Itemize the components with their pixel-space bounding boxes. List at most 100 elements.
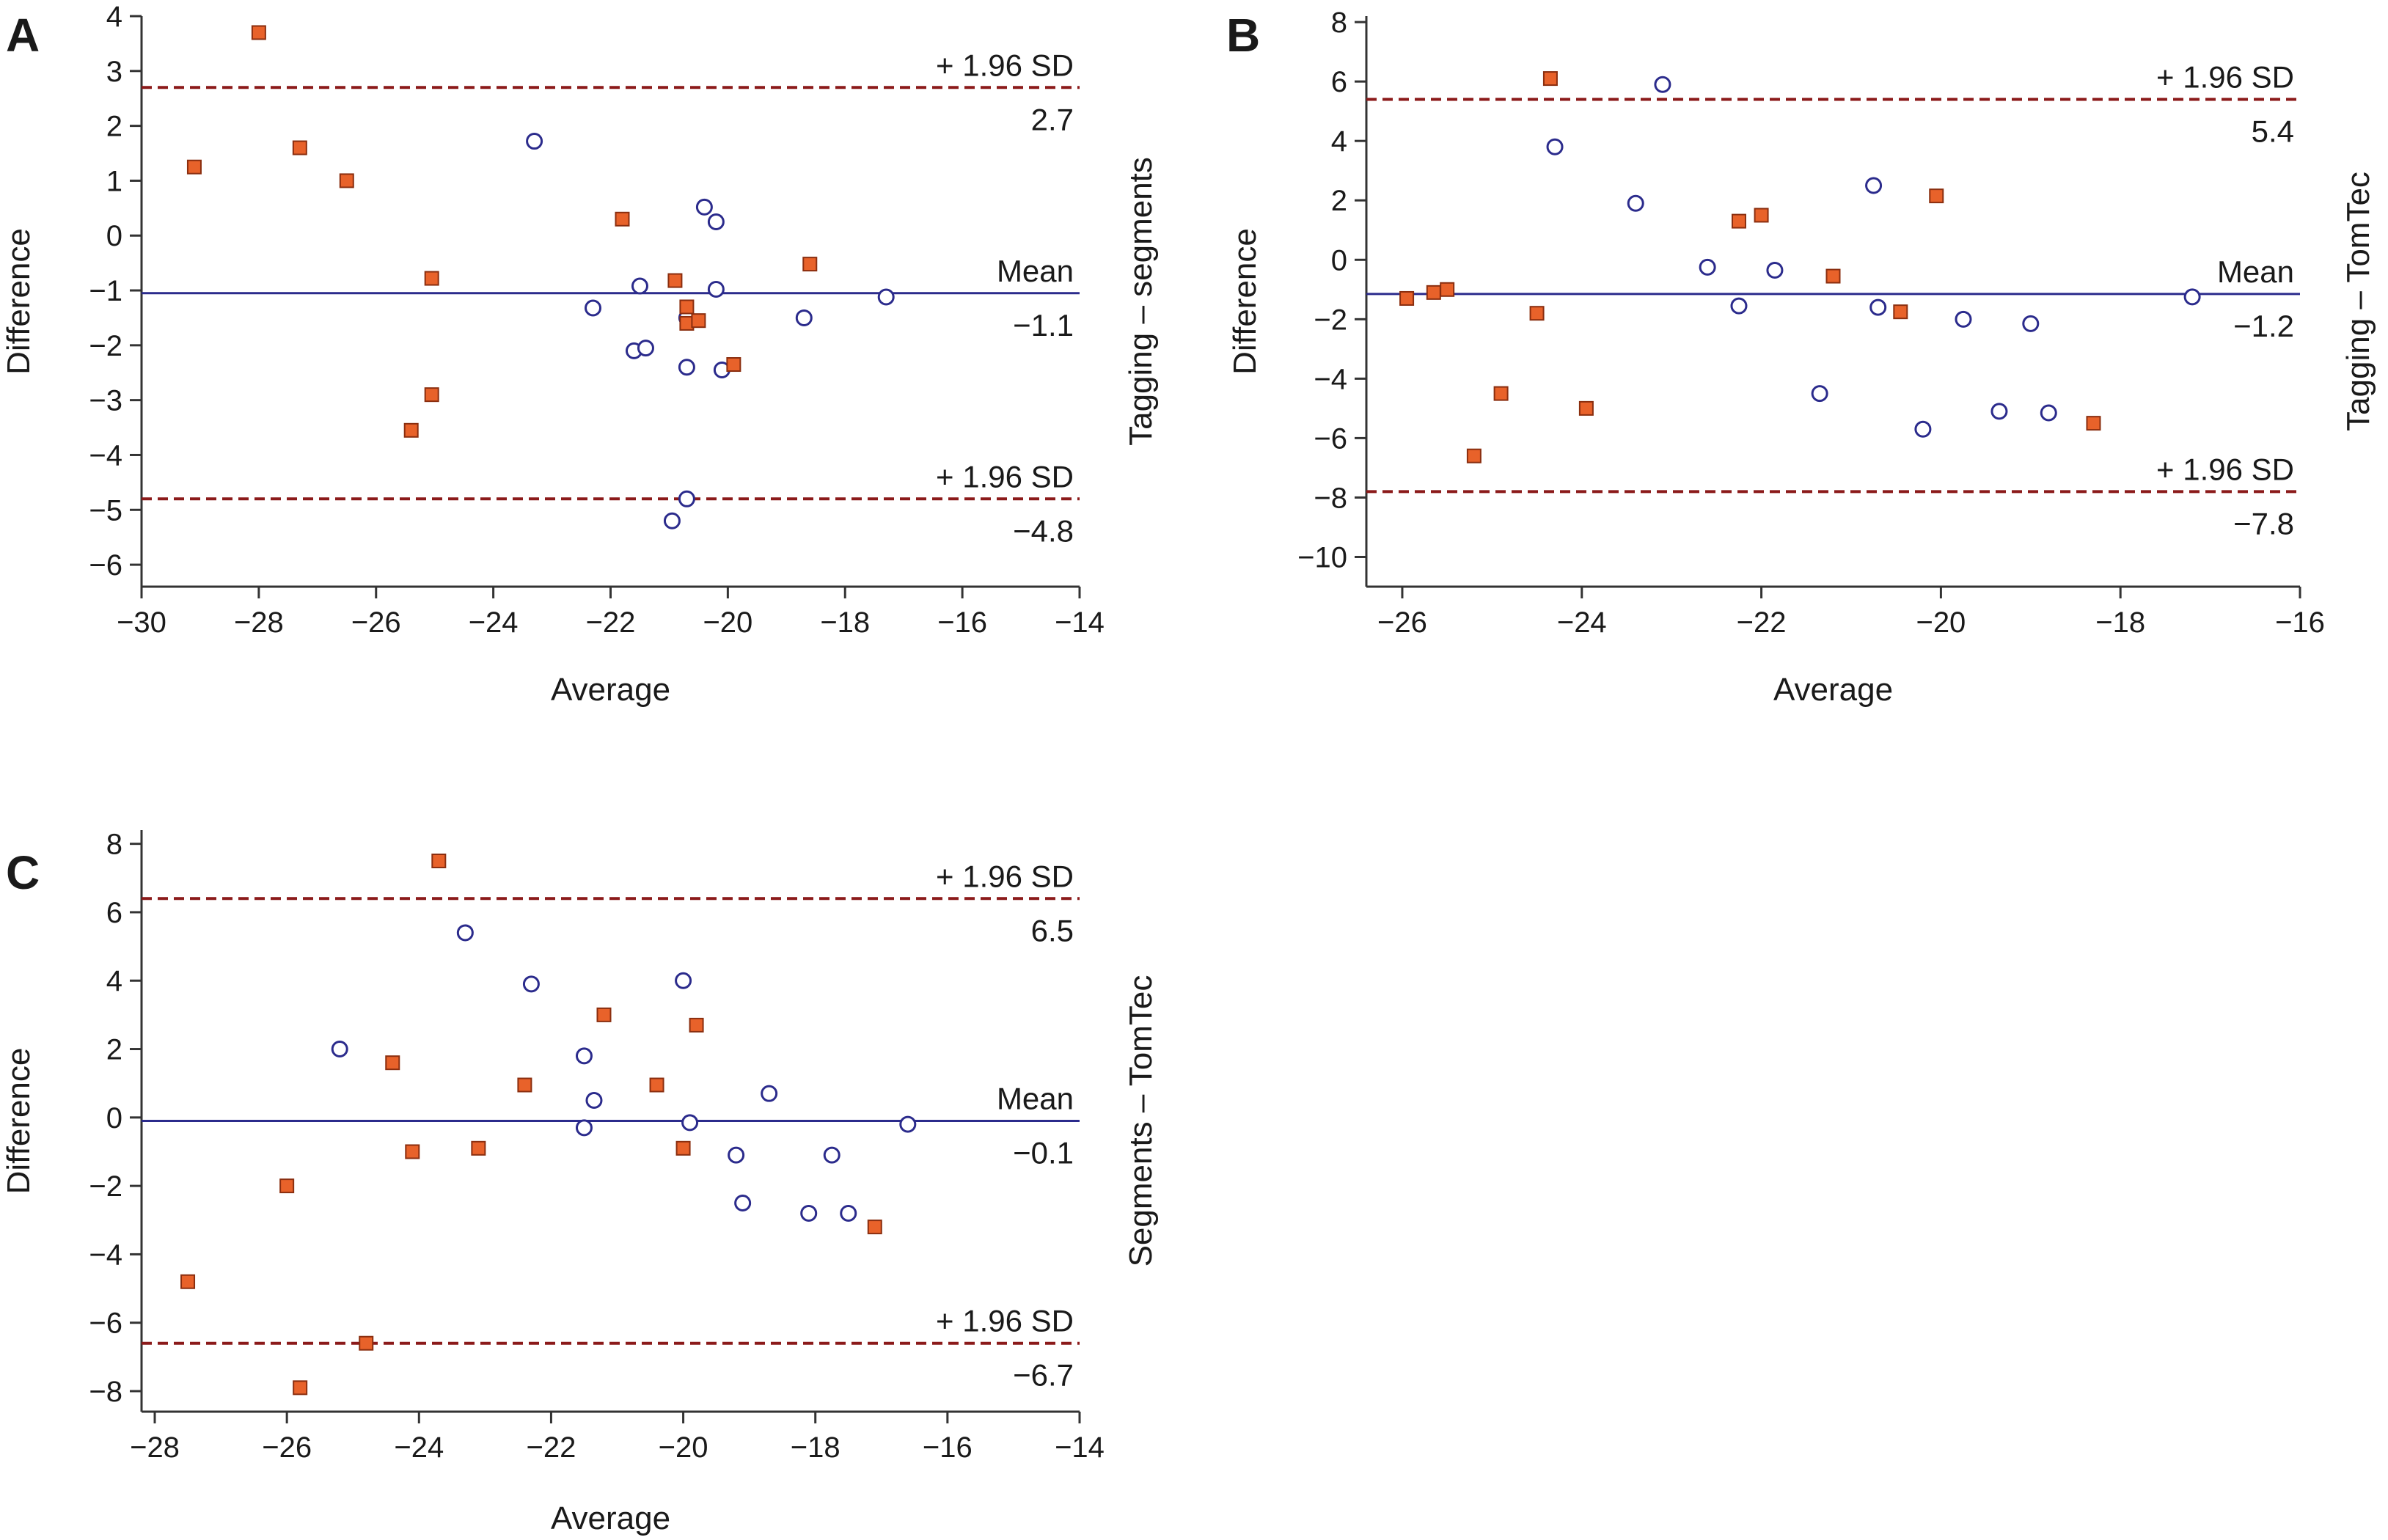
square-point — [1493, 386, 1509, 401]
y-tick-label: 0 — [106, 220, 122, 252]
circle-point — [1811, 385, 1828, 403]
x-axis-title: Average — [1773, 672, 1893, 708]
x-tick-label: −28 — [234, 606, 284, 639]
mean-value: −1.2 — [2233, 309, 2294, 343]
circle-point — [1654, 76, 1671, 93]
panel-c: −28 −26 −24 −22 −20 −18 −16 −14−8−6−4−202468Ave… — [1, 829, 1159, 1536]
circle-point — [1955, 310, 1972, 328]
circle-point — [1627, 194, 1644, 212]
circle-point — [795, 309, 813, 326]
x-tick-label: −24 — [469, 606, 519, 639]
x-tick-label: −30 — [117, 606, 166, 639]
circle-point — [695, 198, 713, 216]
circle-point — [631, 277, 648, 295]
x-tick-label: −24 — [1557, 606, 1607, 639]
square-point — [431, 853, 447, 868]
lower-limit-label: + 1.96 SD — [936, 1304, 1074, 1338]
square-point — [251, 25, 266, 40]
y-tick-label: −4 — [1314, 363, 1347, 395]
y-tick-label: −10 — [1297, 541, 1347, 573]
x-tick-label: −22 — [586, 606, 636, 639]
comparison-label: Tagging – segments — [1123, 157, 1159, 446]
x-tick-label: −18 — [791, 1431, 840, 1464]
circle-point — [1766, 261, 1784, 279]
y-tick-label: −2 — [1314, 304, 1347, 336]
upper-limit-label: + 1.96 SD — [936, 859, 1074, 893]
lower-limit-label: + 1.96 SD — [936, 459, 1074, 494]
y-tick-label: 8 — [1331, 7, 1347, 39]
y-tick-label: 1 — [106, 165, 122, 197]
square-point — [1929, 188, 1944, 204]
x-tick-label: −20 — [659, 1431, 708, 1464]
panel-b: −26 −24 −22 −20 −18 −16−10−8−6−4−202468Averag… — [1226, 7, 2376, 708]
panel-letter: B — [1226, 9, 1260, 62]
square-point — [279, 1178, 295, 1194]
circle-point — [2040, 404, 2057, 422]
x-tick-label: −14 — [1055, 1431, 1105, 1464]
circle-point — [526, 133, 543, 150]
square-point — [180, 1274, 196, 1289]
square-point — [1426, 285, 1441, 300]
y-tick-label: −8 — [1314, 482, 1347, 514]
y-tick-label: −1 — [89, 275, 122, 307]
circle-point — [2183, 288, 2201, 306]
upper-limit-label: + 1.96 SD — [2156, 59, 2294, 94]
y-axis-title: Difference — [1227, 228, 1263, 375]
square-point — [689, 1017, 704, 1033]
square-point — [1754, 208, 1769, 223]
x-axis-title: Average — [551, 1500, 670, 1536]
x-tick-label: −26 — [351, 606, 401, 639]
circle-point — [675, 972, 692, 989]
square-point — [1529, 306, 1545, 321]
square-point — [1893, 304, 1908, 320]
y-tick-label: −2 — [89, 1170, 122, 1203]
circle-point — [522, 975, 540, 993]
circle-point — [678, 359, 695, 376]
square-point — [424, 271, 439, 286]
circle-point — [575, 1047, 593, 1065]
y-tick-label: 4 — [106, 965, 122, 997]
mean-label: Mean — [997, 1082, 1074, 1116]
mean-label: Mean — [2217, 254, 2294, 289]
y-tick-label: 2 — [106, 1034, 122, 1066]
circle-point — [1914, 420, 1932, 438]
circle-point — [1869, 298, 1887, 316]
y-axis-title: Difference — [1, 1048, 37, 1195]
circle-point — [728, 1146, 745, 1164]
circle-point — [1699, 258, 1716, 276]
circle-point — [707, 281, 725, 298]
x-tick-label: −26 — [1377, 606, 1427, 639]
y-tick-label: 8 — [106, 829, 122, 861]
upper-limit-label: + 1.96 SD — [936, 48, 1074, 82]
square-point — [596, 1007, 612, 1022]
panel-a: −30 −28 −26 −24 −22 −20 −18 −16 −14 −6 −5 −4 −3 −2 −1 0… — [1, 1, 1159, 708]
y-tick-label: −6 — [89, 549, 122, 582]
square-point — [691, 313, 706, 329]
x-tick-label: −24 — [394, 1431, 444, 1464]
square-point — [293, 1380, 308, 1396]
square-point — [385, 1055, 400, 1071]
x-tick-label: −18 — [820, 606, 870, 639]
y-tick-label: 6 — [106, 897, 122, 929]
y-tick-label: 2 — [106, 111, 122, 143]
circle-point — [823, 1146, 840, 1164]
square-point — [292, 140, 307, 155]
square-point — [403, 422, 419, 438]
lower-limit-value: −6.7 — [1013, 1358, 1074, 1393]
square-point — [517, 1077, 532, 1093]
y-tick-label: −5 — [89, 494, 122, 527]
circle-point — [663, 512, 681, 529]
y-tick-label: −8 — [89, 1376, 122, 1408]
square-point — [679, 299, 695, 315]
x-tick-label: −22 — [527, 1431, 576, 1464]
y-tick-label: −6 — [1314, 422, 1347, 455]
mean-value: −1.1 — [1013, 308, 1074, 342]
y-tick-label: 2 — [1331, 185, 1347, 217]
circle-point — [585, 299, 602, 317]
mean-value: −0.1 — [1013, 1136, 1074, 1170]
y-tick-label: 6 — [1331, 66, 1347, 98]
circle-point — [585, 1092, 603, 1110]
comparison-label: Tagging – TomTec — [2340, 172, 2376, 431]
circle-point — [678, 490, 695, 507]
square-point — [1731, 213, 1746, 229]
